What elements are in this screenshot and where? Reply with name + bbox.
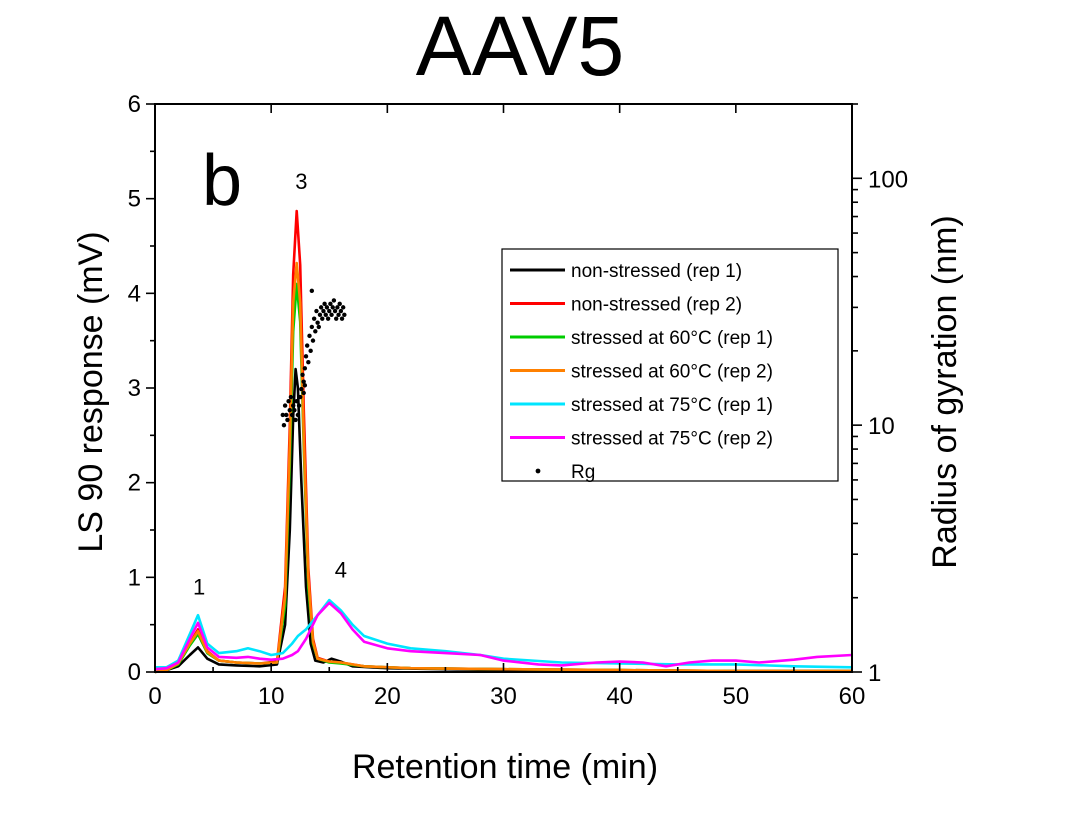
rg-point xyxy=(311,338,315,342)
chart: AAV5 b 0 10 20 30 40 50 60 0123456 110100 134 … xyxy=(0,0,1072,820)
rg-point xyxy=(314,309,318,313)
legend-label: Rg xyxy=(571,462,595,483)
rg-point xyxy=(333,309,337,313)
panel-label: b xyxy=(202,141,242,221)
y2-tick-label: 10 xyxy=(868,413,895,440)
rg-point xyxy=(284,413,288,417)
legend-marker xyxy=(536,469,541,474)
rg-point xyxy=(331,305,335,309)
rg-point xyxy=(291,403,295,407)
y-tick-label: 4 xyxy=(128,280,141,307)
x-tick-label: 20 xyxy=(374,683,401,710)
rg-point xyxy=(303,366,307,370)
rg-point xyxy=(315,321,319,325)
chart-title: AAV5 xyxy=(416,0,625,93)
rg-point xyxy=(342,313,346,317)
y-tick-label: 2 xyxy=(128,470,141,497)
y-axis-right: 1 10 100 xyxy=(852,104,908,687)
rg-point xyxy=(301,391,305,395)
y2-tick-label: 100 xyxy=(868,166,908,193)
rg-point xyxy=(300,373,304,377)
rg-point xyxy=(320,316,324,320)
rg-point xyxy=(303,383,307,387)
y-tick-label: 0 xyxy=(128,659,141,686)
y-axis-label: LS 90 response (mV) xyxy=(72,231,110,552)
peak-label: 1 xyxy=(193,574,205,599)
rg-point xyxy=(297,403,301,407)
legend-label: stressed at 75°C (rep 1) xyxy=(571,395,773,416)
rg-point xyxy=(321,309,325,313)
rg-point xyxy=(305,343,309,347)
rg-point xyxy=(317,325,321,329)
rg-point xyxy=(318,313,322,317)
y2-axis-label: Radius of gyration (nm) xyxy=(926,215,964,568)
legend-label: non-stressed (rep 1) xyxy=(571,261,742,282)
rg-point xyxy=(282,423,286,427)
legend-label: stressed at 60°C (rep 1) xyxy=(571,328,773,349)
rg-point xyxy=(304,354,308,358)
rg-point xyxy=(334,316,338,320)
rg-point xyxy=(339,309,343,313)
x-tick-label: 60 xyxy=(839,683,866,710)
rg-point xyxy=(326,316,330,320)
rg-point xyxy=(283,403,287,407)
peak-label: 4 xyxy=(335,557,347,582)
rg-point xyxy=(325,305,329,309)
rg-point xyxy=(307,334,311,338)
rg-point xyxy=(292,408,296,412)
rg-point xyxy=(324,313,328,317)
rg-point xyxy=(338,302,342,306)
legend-label: non-stressed (rep 2) xyxy=(571,295,742,316)
y2-tick-label: 1 xyxy=(868,660,881,687)
rg-point xyxy=(298,395,302,399)
rg-point xyxy=(306,360,310,364)
x-tick-label: 0 xyxy=(148,683,161,710)
peak-labels: 1 3 4 xyxy=(193,169,347,599)
rg-point xyxy=(329,313,333,317)
rg-point xyxy=(341,305,345,309)
legend-label: stressed at 60°C (rep 2) xyxy=(571,362,773,383)
rg-point xyxy=(296,413,300,417)
rg-point xyxy=(288,408,292,412)
rg-point xyxy=(285,418,289,422)
x-tick-label: 10 xyxy=(258,683,285,710)
y-tick-label: 3 xyxy=(128,375,141,402)
rg-point xyxy=(332,298,336,302)
rg-point xyxy=(310,325,314,329)
x-axis-label: Retention time (min) xyxy=(352,748,658,786)
rg-point xyxy=(308,349,312,353)
y-tick-label: 5 xyxy=(128,186,141,213)
rg-point xyxy=(299,387,303,391)
x-tick-label: 40 xyxy=(606,683,633,710)
legend-label: stressed at 75°C (rep 2) xyxy=(571,429,773,450)
x-tick-label: 50 xyxy=(722,683,749,710)
rg-point xyxy=(336,313,340,317)
x-tick-label: 30 xyxy=(490,683,517,710)
series-line-5 xyxy=(155,600,852,667)
rg-point xyxy=(293,418,297,422)
y-axis-left: 0 1 2 3 4 5 6 xyxy=(128,91,155,686)
y-tick-label: 1 xyxy=(128,564,141,591)
rg-point xyxy=(327,309,331,313)
rg-point xyxy=(286,399,290,403)
peak-label: 3 xyxy=(295,169,307,194)
rg-point xyxy=(310,289,314,293)
rg-point xyxy=(340,316,344,320)
y-tick-label: 6 xyxy=(128,91,141,118)
rg-point xyxy=(289,395,293,399)
rg-point xyxy=(295,399,299,403)
rg-point xyxy=(319,305,323,309)
rg-point xyxy=(313,329,317,333)
legend: non-stressed (rep 1) non-stressed (rep 2)… xyxy=(502,249,838,483)
rg-point xyxy=(312,316,316,320)
rg-point xyxy=(290,413,294,417)
